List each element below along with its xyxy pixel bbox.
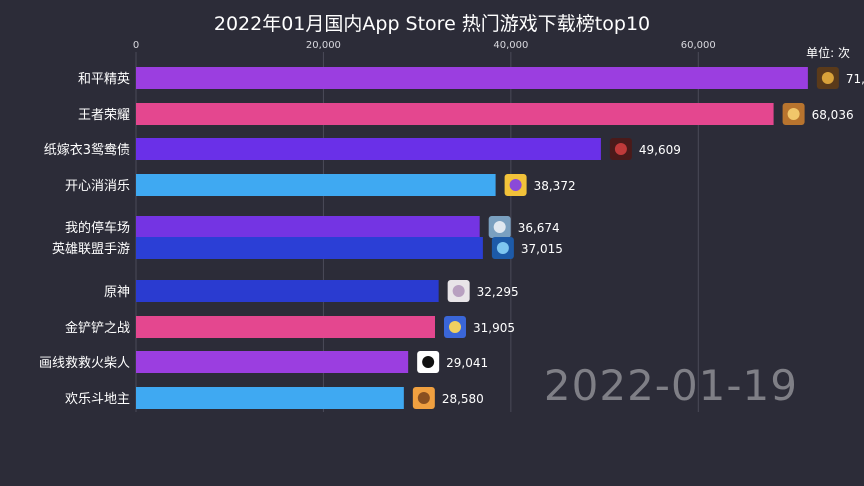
value-label: 32,295 <box>477 285 519 299</box>
game-icon-peacekeeper <box>816 67 839 89</box>
game-icon-stickman <box>417 351 440 373</box>
category-label: 我的停车场 <box>65 220 130 236</box>
game-icon-happy-elimination <box>504 174 527 196</box>
bar <box>136 280 439 302</box>
game-icon-parking <box>488 216 511 238</box>
value-label: 68,036 <box>812 108 854 122</box>
category-label: 和平精英 <box>78 72 130 87</box>
category-label: 王者荣耀 <box>78 108 130 123</box>
bar <box>136 387 404 409</box>
value-label: 28,580 <box>442 392 484 406</box>
game-icon-doudizhu <box>412 387 435 409</box>
category-label: 开心消消乐 <box>65 179 130 194</box>
bar <box>136 316 435 338</box>
bar <box>136 174 496 196</box>
chart-title: 2022年01月国内App Store 热门游戏下载榜top10 <box>213 13 651 35</box>
game-icon-genshin <box>447 280 470 302</box>
date-watermark: 2022-01-19 <box>543 361 798 410</box>
value-label: 38,372 <box>534 179 576 193</box>
category-label: 原神 <box>104 285 130 300</box>
value-label: 37,015 <box>521 242 563 256</box>
value-label: 49,609 <box>639 143 681 157</box>
bar <box>136 351 409 373</box>
bar <box>136 67 808 89</box>
x-tick-label: 20,000 <box>306 40 341 51</box>
value-label: 36,674 <box>518 221 560 235</box>
game-icon-tft <box>443 316 466 338</box>
unit-label: 单位: 次 <box>806 46 850 60</box>
x-tick-label: 40,000 <box>493 40 528 51</box>
game-icon-honor-of-kings <box>782 103 805 125</box>
x-tick-label: 60,000 <box>681 40 716 51</box>
bar <box>136 216 480 238</box>
category-label: 金铲铲之战 <box>65 320 130 336</box>
category-label: 纸嫁衣3鸳鸯债 <box>44 142 130 158</box>
value-label: 71,694 <box>846 72 864 86</box>
game-icon-lol-mobile <box>491 237 514 259</box>
game-icon-paper-bride <box>609 138 632 160</box>
category-label: 画线救救火柴人 <box>39 355 130 371</box>
bar <box>136 138 601 160</box>
category-label: 欢乐斗地主 <box>65 392 130 407</box>
value-label: 31,905 <box>473 321 515 335</box>
x-tick-label: 0 <box>133 40 139 51</box>
category-label: 英雄联盟手游 <box>52 242 130 257</box>
bar <box>136 237 483 259</box>
value-label: 29,041 <box>446 356 488 370</box>
bar <box>136 103 774 125</box>
